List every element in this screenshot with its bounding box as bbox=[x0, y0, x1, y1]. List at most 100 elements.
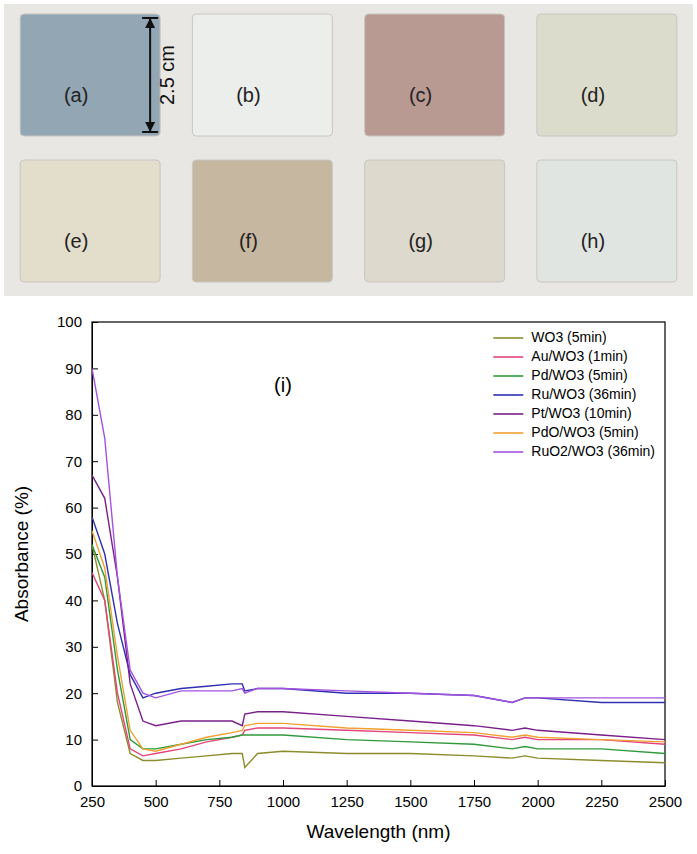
series-line bbox=[92, 475, 665, 739]
series-line bbox=[92, 368, 665, 702]
x-tick-label: 1000 bbox=[267, 793, 300, 810]
sample-photos: (a) 2.5 cm (b) (c) (d) (e) (f) (g) (h) bbox=[4, 4, 693, 296]
legend-label: Pt/WO3 (10min) bbox=[531, 405, 631, 421]
scale-label: 2.5 cm bbox=[156, 45, 178, 105]
legend-swatch bbox=[493, 451, 523, 453]
legend-label: RuO2/WO3 (36min) bbox=[531, 443, 655, 459]
x-tick-mark bbox=[283, 780, 284, 786]
panel-label: (i) bbox=[274, 374, 292, 396]
scale-cap bbox=[142, 131, 158, 133]
sample-tile bbox=[20, 160, 160, 282]
y-tick-mark bbox=[92, 508, 98, 509]
y-axis: 0102030405060708090100 bbox=[57, 313, 98, 794]
series-line bbox=[92, 517, 665, 703]
y-tick-label: 60 bbox=[65, 499, 82, 516]
x-axis-title: Wavelength (nm) bbox=[307, 821, 451, 842]
legend-label: Ru/WO3 (36min) bbox=[531, 386, 636, 402]
x-tick-mark bbox=[347, 780, 348, 786]
sample-tile bbox=[20, 14, 160, 136]
series-lines bbox=[92, 368, 665, 767]
x-tick-mark bbox=[601, 780, 602, 786]
y-tick: 60 bbox=[65, 499, 98, 516]
x-tick: 1000 bbox=[267, 780, 300, 810]
x-tick: 1750 bbox=[458, 780, 491, 810]
plot-frame bbox=[92, 322, 665, 786]
figure: (a)2.5 cm(b)(c)(d)(e)(f)(g)(h)2505007501… bbox=[0, 0, 697, 854]
sample-label: (a) bbox=[64, 84, 88, 106]
x-tick-mark bbox=[665, 780, 666, 786]
photo-background bbox=[4, 4, 693, 296]
y-tick-mark bbox=[92, 461, 98, 462]
legend-swatch bbox=[493, 356, 523, 358]
legend-swatch bbox=[493, 337, 523, 339]
sample-tile bbox=[537, 14, 677, 136]
x-tick: 2000 bbox=[521, 780, 554, 810]
y-tick: 0 bbox=[74, 777, 98, 794]
x-tick-mark bbox=[156, 780, 157, 786]
sample-tile bbox=[537, 160, 677, 282]
scale-cap bbox=[142, 17, 158, 19]
y-tick-mark bbox=[92, 322, 98, 323]
sample-label: (c) bbox=[409, 84, 432, 106]
sample-tile bbox=[192, 14, 332, 136]
y-tick-label: 90 bbox=[65, 360, 82, 377]
legend: WO3 (5min)Au/WO3 (1min)Pd/WO3 (5min)Ru/W… bbox=[493, 329, 655, 459]
legend-label: Au/WO3 (1min) bbox=[531, 348, 627, 364]
x-tick: 2250 bbox=[585, 780, 618, 810]
y-tick-mark bbox=[92, 368, 98, 369]
series-line bbox=[92, 573, 665, 756]
legend-swatch bbox=[493, 375, 523, 377]
x-tick: 1500 bbox=[394, 780, 427, 810]
x-tick: 500 bbox=[144, 780, 169, 810]
scale-arrow bbox=[145, 18, 155, 28]
sample-tile bbox=[365, 14, 505, 136]
x-axis: 2505007501000125015001750200022502500 bbox=[80, 780, 682, 810]
sample-label: (e) bbox=[64, 230, 88, 252]
x-tick-mark bbox=[410, 780, 411, 786]
sample-label: (b) bbox=[236, 84, 260, 106]
y-tick: 30 bbox=[65, 638, 98, 655]
y-tick-label: 30 bbox=[65, 638, 82, 655]
y-tick-mark bbox=[92, 740, 98, 741]
x-tick-label: 500 bbox=[144, 793, 169, 810]
x-tick-label: 750 bbox=[207, 793, 232, 810]
sample-tile bbox=[365, 160, 505, 282]
y-tick: 80 bbox=[65, 406, 98, 423]
y-tick-label: 0 bbox=[74, 777, 82, 794]
sample-label: (g) bbox=[408, 230, 432, 252]
sample-label: (h) bbox=[581, 230, 605, 252]
sample-tile bbox=[192, 160, 332, 282]
y-tick-label: 80 bbox=[65, 406, 82, 423]
sample-label: (d) bbox=[581, 84, 605, 106]
x-tick-mark bbox=[538, 780, 539, 786]
y-tick-label: 100 bbox=[57, 313, 82, 330]
x-tick-label: 2250 bbox=[585, 793, 618, 810]
x-tick: 750 bbox=[207, 780, 232, 810]
series-line bbox=[92, 531, 665, 751]
y-tick-mark bbox=[92, 786, 98, 787]
legend-label: WO3 (5min) bbox=[531, 329, 606, 345]
y-tick-label: 40 bbox=[65, 592, 82, 609]
y-tick-mark bbox=[92, 600, 98, 601]
x-tick-label: 250 bbox=[80, 793, 105, 810]
y-tick-mark bbox=[92, 647, 98, 648]
y-tick-label: 50 bbox=[65, 545, 82, 562]
x-tick-label: 1250 bbox=[330, 793, 363, 810]
x-tick-label: 2000 bbox=[521, 793, 554, 810]
y-tick: 10 bbox=[65, 731, 98, 748]
y-axis-title: Absorbance (%) bbox=[11, 486, 32, 622]
y-tick: 70 bbox=[65, 453, 98, 470]
x-axis-line bbox=[93, 786, 666, 787]
x-tick-label: 1500 bbox=[394, 793, 427, 810]
y-tick: 40 bbox=[65, 592, 98, 609]
legend-swatch bbox=[493, 394, 523, 396]
y-tick-mark bbox=[92, 415, 98, 416]
x-tick-mark bbox=[219, 780, 220, 786]
legend-label: PdO/WO3 (5min) bbox=[531, 424, 638, 440]
scale-bar bbox=[149, 18, 151, 132]
y-tick-label: 70 bbox=[65, 453, 82, 470]
x-tick-mark bbox=[474, 780, 475, 786]
x-tick-label: 1750 bbox=[458, 793, 491, 810]
sample-label: (f) bbox=[239, 230, 258, 252]
scale-arrow bbox=[145, 122, 155, 132]
